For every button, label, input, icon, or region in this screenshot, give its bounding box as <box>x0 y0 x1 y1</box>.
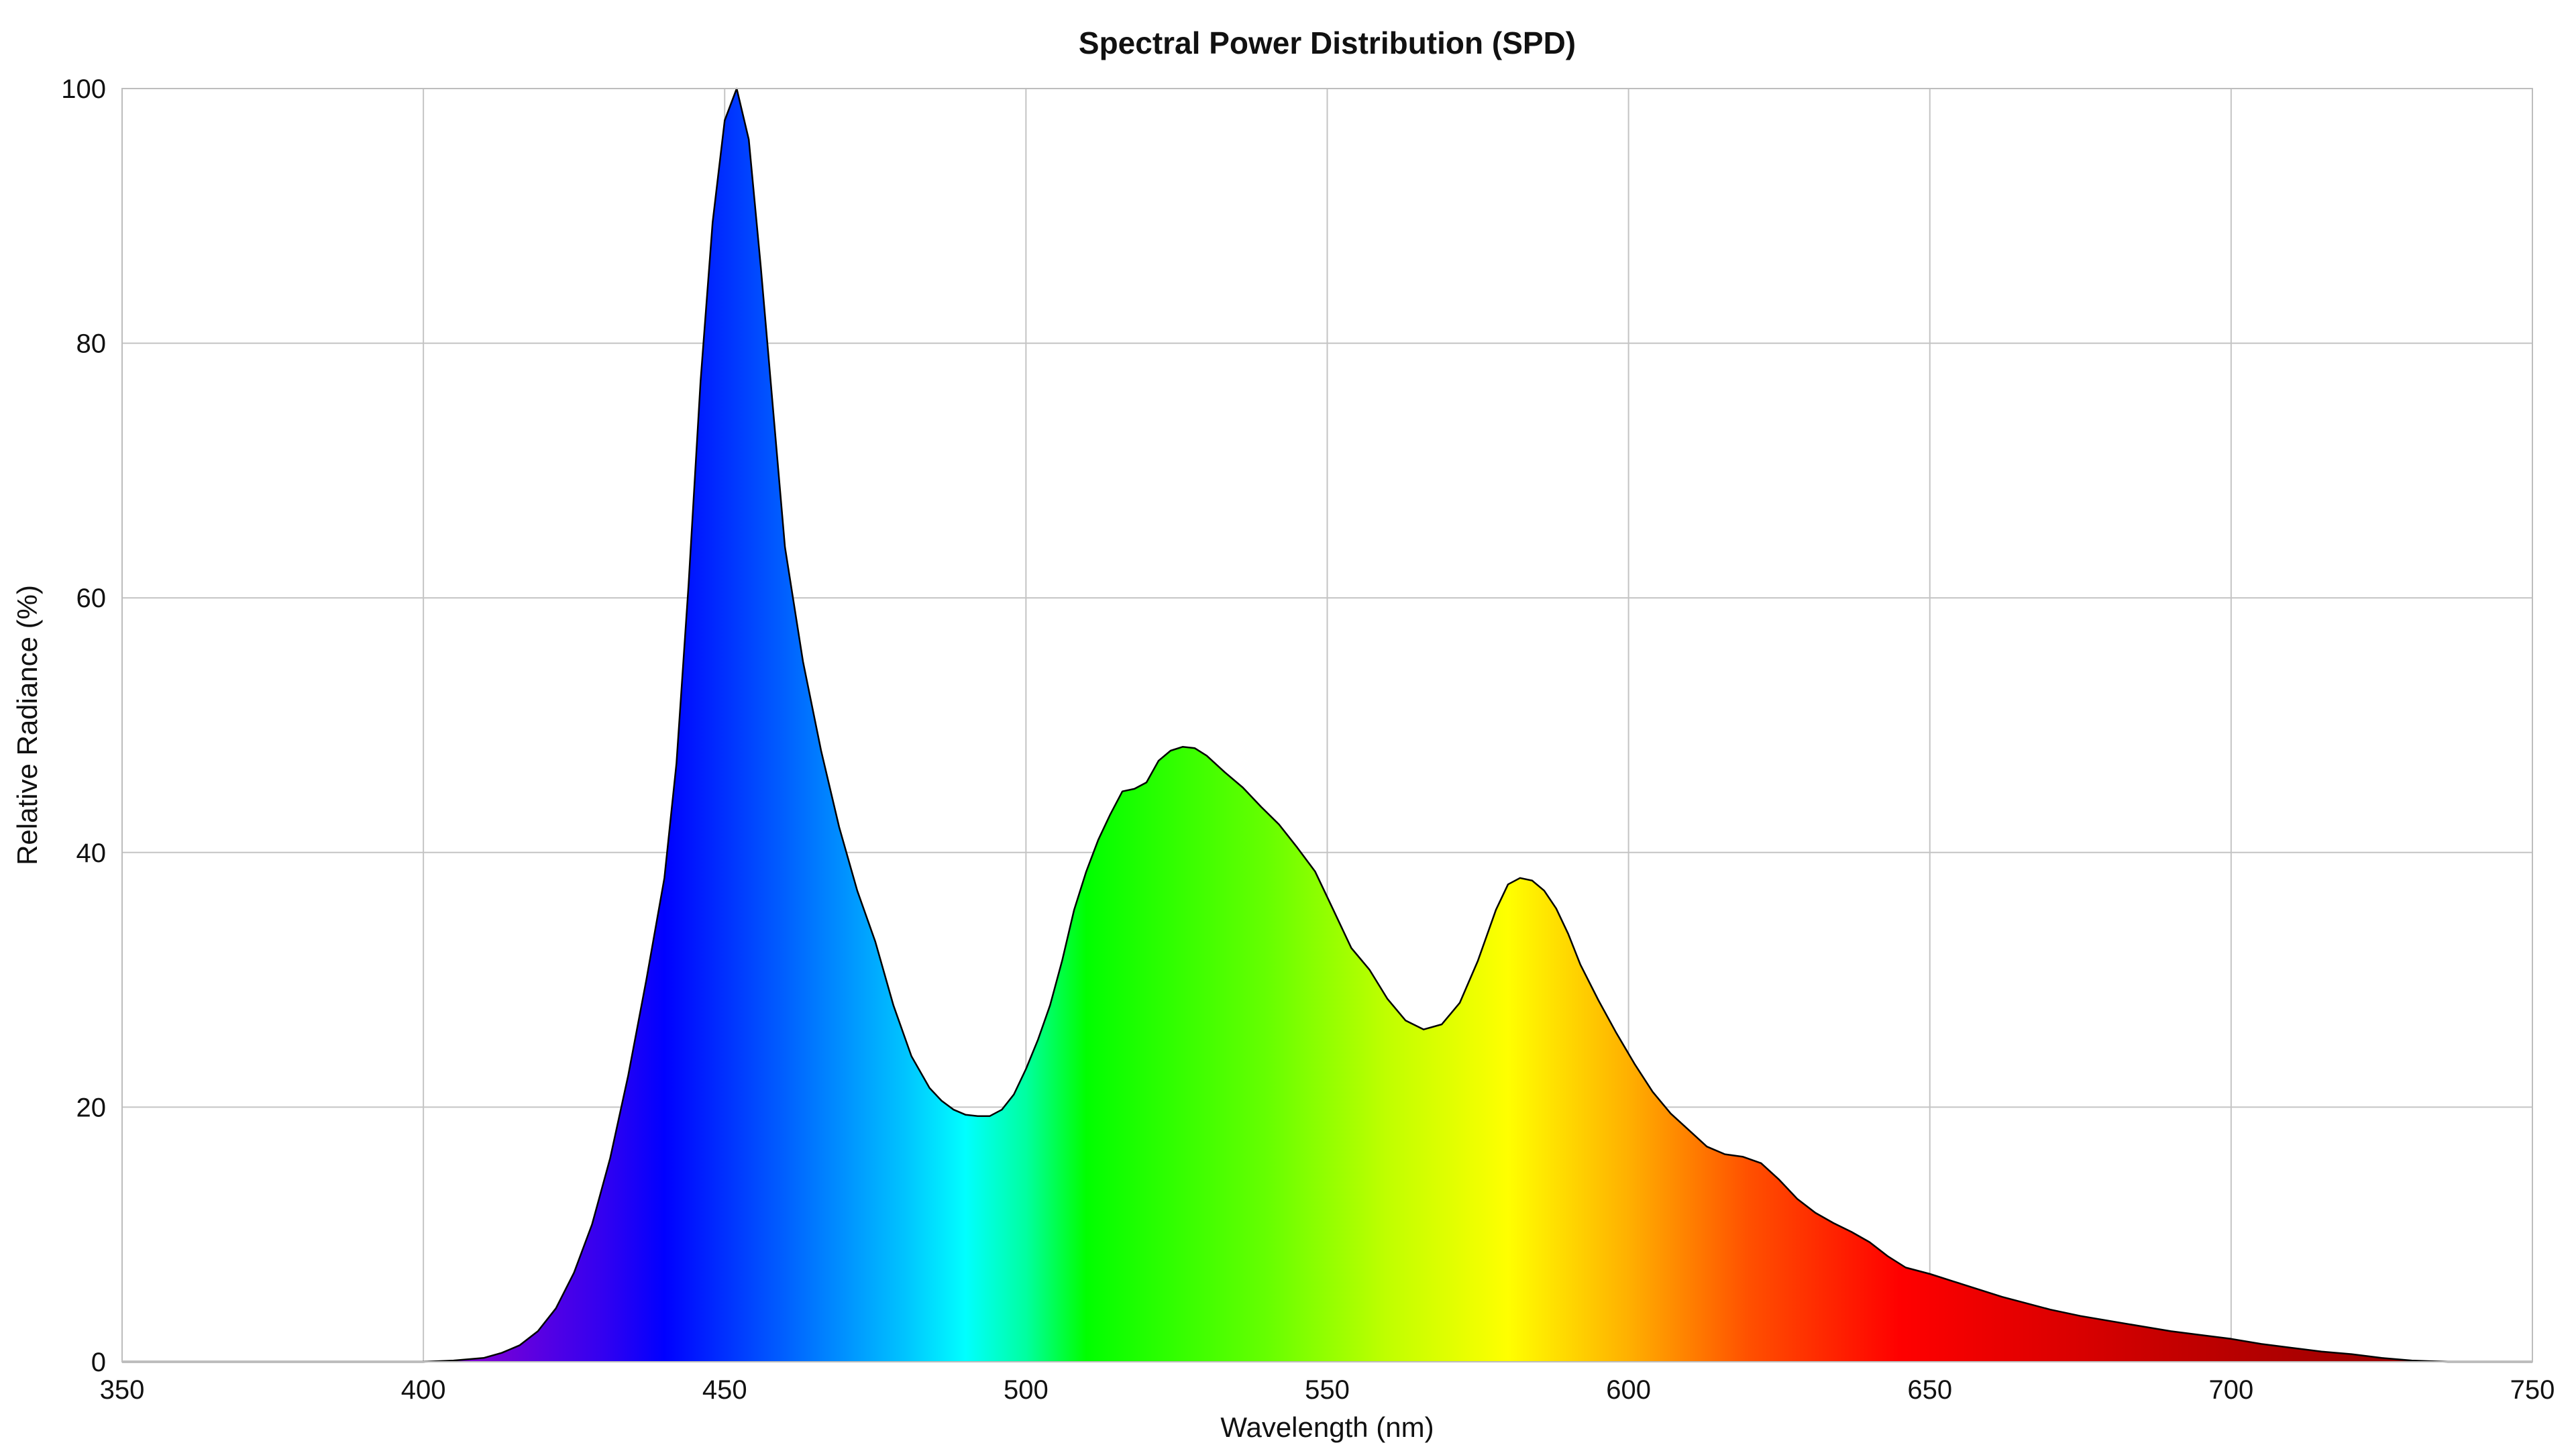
x-tick-label: 400 <box>401 1375 446 1405</box>
x-tick-label: 550 <box>1305 1375 1350 1405</box>
spd-curve-line <box>122 87 2532 1363</box>
x-tick-label: 600 <box>1606 1375 1651 1405</box>
spd-area <box>122 87 2532 1363</box>
y-tick-label: 100 <box>61 74 106 104</box>
x-tick-label: 750 <box>2510 1375 2555 1405</box>
y-axis-label: Relative Radiance (%) <box>11 585 43 865</box>
x-tick-label: 450 <box>702 1375 747 1405</box>
y-tick-label: 60 <box>76 584 107 613</box>
x-axis-label: Wavelength (nm) <box>1220 1411 1434 1443</box>
x-tick-label: 500 <box>1004 1375 1049 1405</box>
x-tick-label: 350 <box>100 1375 145 1405</box>
y-tick-label: 20 <box>76 1093 107 1122</box>
y-tick-label: 40 <box>76 839 107 868</box>
chart-title: Spectral Power Distribution (SPD) <box>1079 25 1576 60</box>
x-tick-label: 650 <box>1907 1375 1952 1405</box>
x-tick-label: 700 <box>2209 1375 2254 1405</box>
y-tick-label: 0 <box>91 1348 106 1377</box>
y-tick-label: 80 <box>76 329 107 359</box>
spd-area-fill <box>122 89 2532 1362</box>
plot-frame <box>121 88 2533 1362</box>
tick-labels: 350 400 450 500 550 600 650 700 750 0 20 40 60 80 100 <box>61 74 2555 1405</box>
